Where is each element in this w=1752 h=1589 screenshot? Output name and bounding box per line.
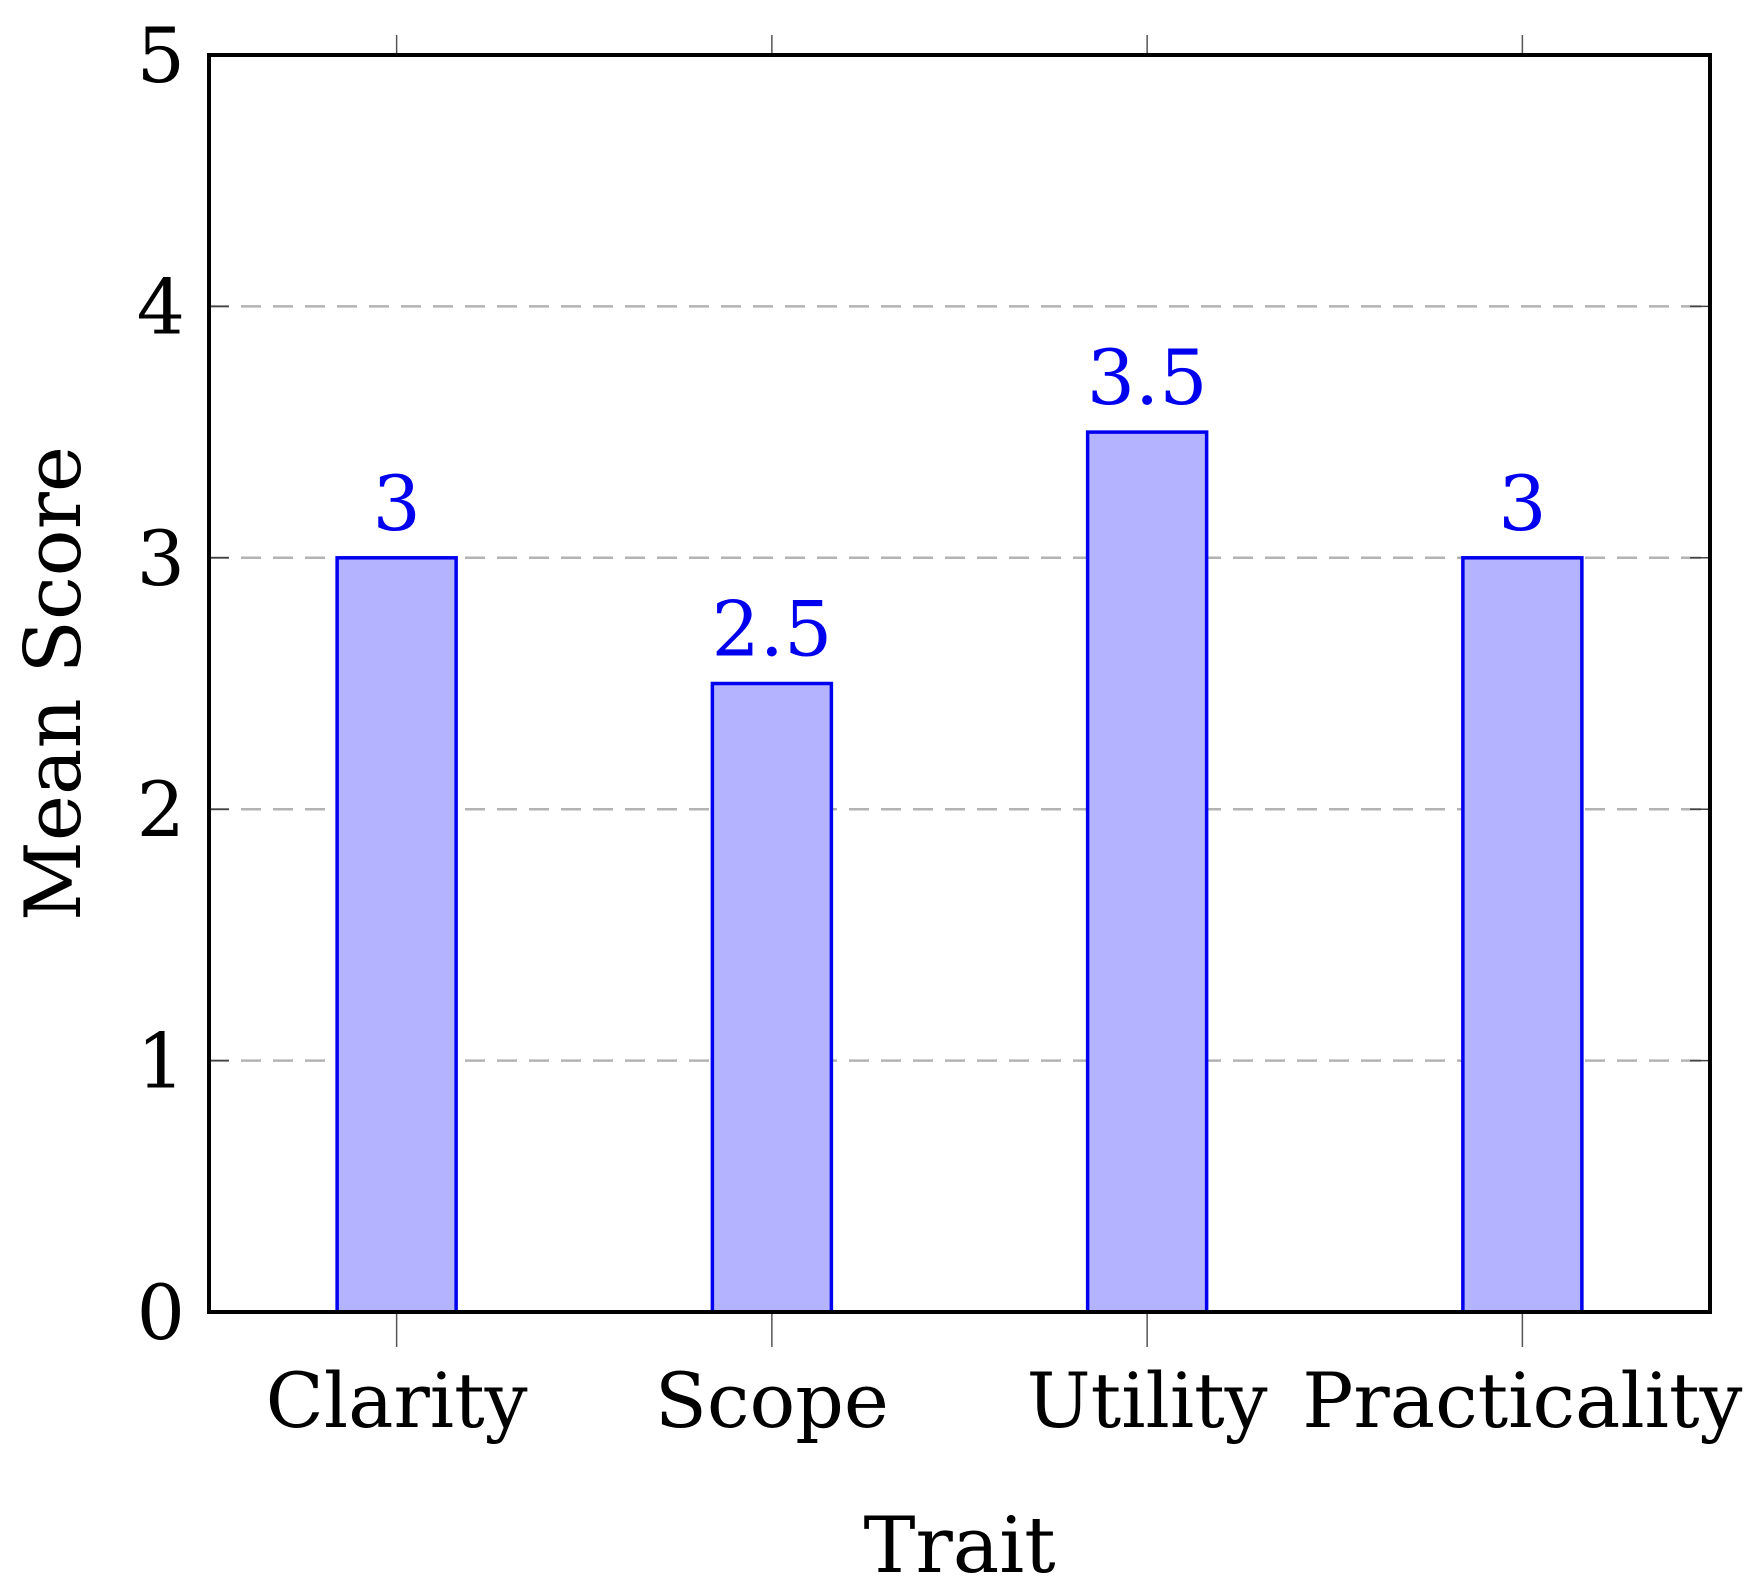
data-label: 3 bbox=[1498, 459, 1546, 548]
y-tick-label: 1 bbox=[137, 1017, 185, 1106]
data-labels: 3 2.5 3.5 3 bbox=[372, 333, 1546, 673]
bar-clarity bbox=[335, 556, 458, 1314]
x-tick-label: Clarity bbox=[266, 1356, 528, 1445]
x-tick-label: Utility bbox=[1027, 1356, 1268, 1445]
y-tick-label: 4 bbox=[137, 262, 185, 351]
data-label: 3 bbox=[372, 459, 420, 548]
data-label: 2.5 bbox=[711, 585, 832, 674]
y-tick-label: 2 bbox=[137, 765, 185, 854]
y-tick-label: 3 bbox=[137, 514, 185, 603]
x-tick-label: Practicality bbox=[1302, 1356, 1742, 1445]
x-tick-labels: Clarity Scope Utility Practicality bbox=[266, 1356, 1743, 1445]
y-tick-labels: 0 1 2 3 4 5 bbox=[137, 11, 185, 1357]
data-label: 3.5 bbox=[1087, 333, 1208, 422]
bar-scope bbox=[710, 681, 834, 1314]
bar-utility bbox=[1085, 430, 1209, 1314]
bars bbox=[335, 430, 1584, 1314]
grid-lines bbox=[209, 305, 1710, 1062]
y-tick-label: 5 bbox=[137, 11, 185, 100]
x-tick-label: Scope bbox=[655, 1356, 889, 1445]
plot-frame bbox=[207, 53, 1712, 1314]
bar-practicality bbox=[1461, 556, 1584, 1314]
y-axis-title: Mean Score bbox=[9, 446, 99, 921]
y-tick-label: 0 bbox=[137, 1268, 185, 1357]
axis-ticks bbox=[209, 35, 1710, 1347]
x-axis-title: Trait bbox=[863, 1501, 1055, 1589]
